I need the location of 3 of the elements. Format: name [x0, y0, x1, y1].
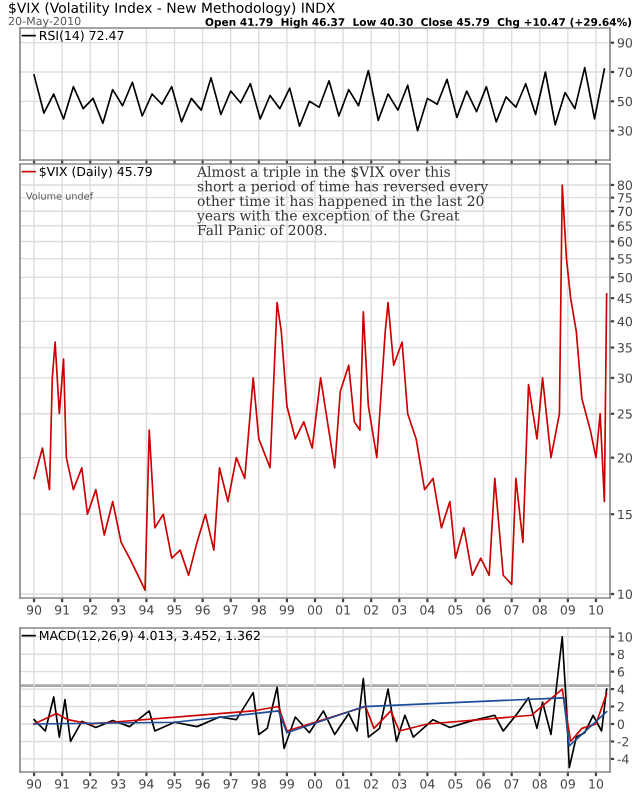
line-series — [33, 688, 608, 743]
line-series — [33, 66, 606, 132]
line-series — [33, 696, 608, 747]
